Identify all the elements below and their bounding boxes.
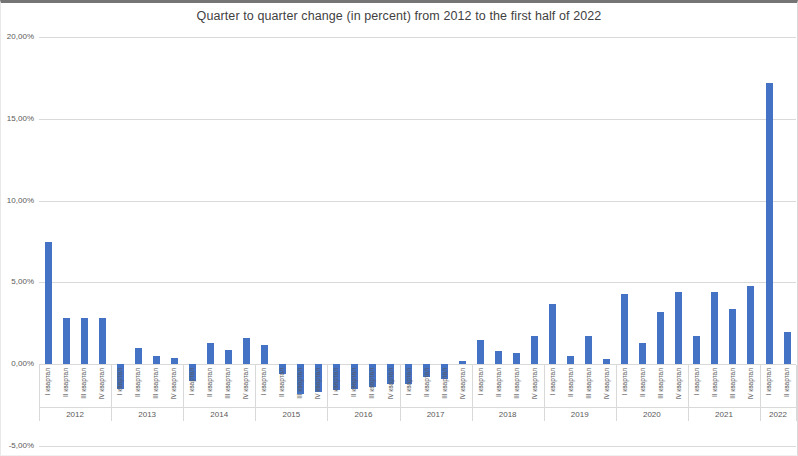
bar-2017-q4 <box>459 361 466 364</box>
x-label-2016-q2: II квартал <box>349 368 359 408</box>
bar-2018-q4 <box>531 336 538 364</box>
bar-2013-q4 <box>171 358 178 365</box>
bar-2019-q2 <box>567 356 574 364</box>
bar-2022-q2 <box>784 332 791 365</box>
x-label-2012-q3: III квартал <box>79 368 89 408</box>
year-label-2016: 2016 <box>327 409 399 421</box>
bar-2019-q4 <box>603 359 610 364</box>
bar-2012-q1 <box>45 242 52 365</box>
year-label-2022: 2022 <box>760 409 796 421</box>
bar-2020-q1 <box>621 294 628 364</box>
year-label-2012: 2012 <box>39 409 111 421</box>
y-tick-label: 15,00% <box>1 114 34 124</box>
y-tick-label: -5,00% <box>1 441 34 451</box>
bar-2020-q4 <box>675 292 682 364</box>
bar-2014-q3 <box>225 350 232 365</box>
x-label-2017-q4: IV квартал <box>458 368 468 408</box>
bar-2018-q2 <box>495 351 502 364</box>
x-label-2015-q2: II квартал <box>277 368 287 408</box>
year-label-2017: 2017 <box>400 409 472 421</box>
bar-2019-q1 <box>549 304 556 365</box>
x-label-2016-q3: III квартал <box>367 368 377 408</box>
x-label-2014-q3: III квартал <box>223 368 233 408</box>
gridline-20,00% <box>39 37 796 38</box>
x-label-2022-q1: I квартал <box>764 368 774 408</box>
x-label-2020-q1: I квартал <box>620 368 630 408</box>
x-label-2020-q4: IV квартал <box>674 368 684 408</box>
bar-2018-q3 <box>513 353 520 365</box>
bar-2021-q4 <box>747 286 754 365</box>
x-label-2014-q4: IV квартал <box>241 368 251 408</box>
x-label-2014-q2: II квартал <box>205 368 215 408</box>
y-tick-label: 5,00% <box>1 277 34 287</box>
bar-2013-q2 <box>135 348 142 364</box>
bar-2022-q1 <box>766 83 773 364</box>
bar-2015-q1 <box>261 345 268 365</box>
year-label-2015: 2015 <box>255 409 327 421</box>
bar-2021-q3 <box>729 309 736 365</box>
bar-2021-q2 <box>711 292 718 364</box>
bar-2020-q2 <box>639 343 646 364</box>
year-label-2020: 2020 <box>616 409 688 421</box>
gridline-0,00% <box>39 364 796 365</box>
x-label-2019-q4: IV квартал <box>602 368 612 408</box>
x-label-2020-q3: III квартал <box>656 368 666 408</box>
x-label-2013-q4: IV квартал <box>169 368 179 408</box>
x-label-2021-q1: I квартал <box>692 368 702 408</box>
x-label-2017-q1: I квартал <box>404 368 414 408</box>
x-label-2016-q1: I квартал <box>331 368 341 408</box>
year-label-2014: 2014 <box>183 409 255 421</box>
x-label-2019-q1: I квартал <box>548 368 558 408</box>
x-label-2021-q3: III квартал <box>728 368 738 408</box>
quarterly-change-bar-chart: Quarter to quarter change (in percent) f… <box>0 0 798 456</box>
gridline--5,00% <box>39 446 796 447</box>
year-label-2013: 2013 <box>111 409 183 421</box>
x-label-2018-q2: II квартал <box>494 368 504 408</box>
x-label-2017-q2: II квартал <box>422 368 432 408</box>
bar-2018-q1 <box>477 340 484 365</box>
x-label-2015-q1: I квартал <box>259 368 269 408</box>
x-label-2016-q4: IV квартал <box>386 368 396 408</box>
bar-2021-q1 <box>693 336 700 364</box>
gridline-5,00% <box>39 282 796 283</box>
x-label-2018-q3: III квартал <box>512 368 522 408</box>
x-label-2021-q4: IV квартал <box>746 368 756 408</box>
gridline-10,00% <box>39 201 796 202</box>
x-label-2013-q2: II квартал <box>133 368 143 408</box>
x-label-2018-q4: IV квартал <box>530 368 540 408</box>
x-label-2014-q1: I квартал <box>187 368 197 408</box>
x-label-2019-q2: II квартал <box>566 368 576 408</box>
x-label-2019-q3: III квартал <box>584 368 594 408</box>
year-label-2019: 2019 <box>544 409 616 421</box>
x-label-2012-q4: IV квартал <box>97 368 107 408</box>
y-tick-label: 10,00% <box>1 196 34 206</box>
bar-2014-q4 <box>243 338 250 364</box>
bar-2012-q2 <box>63 318 70 364</box>
x-label-2012-q2: II квартал <box>61 368 71 408</box>
y-tick-label: 20,00% <box>1 32 34 42</box>
year-label-2018: 2018 <box>472 409 544 421</box>
bar-2013-q3 <box>153 356 160 364</box>
bar-2014-q2 <box>207 343 214 364</box>
x-label-2012-q1: I квартал <box>43 368 53 408</box>
bar-2020-q3 <box>657 312 664 364</box>
x-label-2022-q2: II квартал <box>782 368 792 408</box>
year-label-2021: 2021 <box>688 409 760 421</box>
x-label-2013-q3: III квартал <box>151 368 161 408</box>
chart-title: Quarter to quarter change (in percent) f… <box>1 9 797 23</box>
x-label-2015-q3: III квартал <box>295 368 305 408</box>
x-label-2020-q2: II квартал <box>638 368 648 408</box>
gridline-15,00% <box>39 119 796 120</box>
y-tick-label: 0,00% <box>1 359 34 369</box>
x-label-2015-q4: IV квартал <box>313 368 323 408</box>
bar-2012-q3 <box>81 318 88 364</box>
bar-2012-q4 <box>99 318 106 364</box>
x-label-2017-q3: III квартал <box>440 368 450 408</box>
x-label-2013-q1: I квартал <box>115 368 125 408</box>
x-label-2021-q2: II квартал <box>710 368 720 408</box>
bar-2019-q3 <box>585 336 592 364</box>
x-label-2018-q1: I квартал <box>476 368 486 408</box>
year-separator <box>796 365 797 421</box>
